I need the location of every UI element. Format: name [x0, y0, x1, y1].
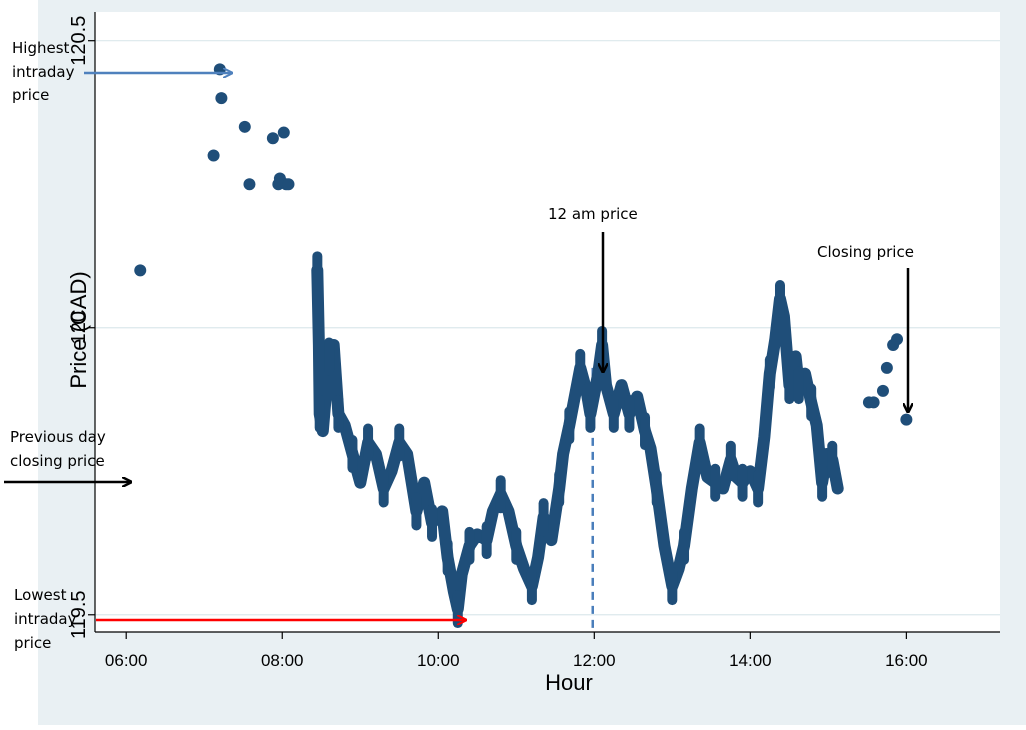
x-tick-label: 06:00	[105, 651, 148, 670]
annotation-text: Lowest	[14, 586, 67, 604]
annotation-text: Closing price	[817, 243, 914, 261]
annotation-text: 12 am price	[548, 205, 638, 223]
y-tick-label: 120.5	[68, 16, 90, 66]
annotation-text: Previous day	[10, 428, 106, 446]
data-point	[134, 264, 147, 277]
annotation-text: price	[14, 634, 51, 652]
x-tick-label: 12:00	[573, 651, 616, 670]
y-tick-label: 120	[68, 311, 90, 344]
annotation-text: price	[12, 86, 49, 104]
data-point	[891, 333, 904, 346]
data-point	[867, 396, 880, 409]
lowest-price-annotation: Lowest intraday price	[14, 586, 466, 652]
annotation-text: intraday	[14, 610, 77, 628]
data-point	[900, 413, 913, 426]
data-point	[880, 361, 893, 374]
y-axis-label: Price (CAD)	[66, 271, 91, 388]
previous-close-annotation: Previous day closing price	[4, 428, 131, 482]
data-point	[215, 92, 228, 105]
data-point	[266, 132, 279, 145]
x-tick-label: 14:00	[729, 651, 772, 670]
data-point	[243, 178, 256, 191]
price-points	[134, 63, 913, 426]
x-axis-label: Hour	[545, 670, 593, 695]
price-series	[311, 251, 844, 629]
x-tick-label: 16:00	[885, 651, 928, 670]
x-axis-ticks: 06:00 08:00 10:00 12:00 14:00 16:00	[105, 632, 928, 670]
y-tick-label: 119.5	[68, 590, 90, 639]
data-point	[272, 178, 285, 191]
data-point	[238, 120, 251, 133]
annotation-text: intraday	[12, 63, 75, 81]
annotation-text: closing price	[10, 452, 105, 470]
annotation-text: Highest	[12, 39, 70, 57]
data-point	[207, 149, 220, 162]
x-tick-label: 10:00	[417, 651, 460, 670]
x-tick-label: 08:00	[261, 651, 304, 670]
data-point	[876, 384, 889, 397]
highest-price-annotation: Highest intraday price	[12, 39, 232, 104]
closing-price-annotation: Closing price	[817, 243, 914, 412]
gridlines	[95, 40, 1000, 616]
data-point	[277, 126, 290, 139]
y-axis-ticks: 119.5 120 120.5	[68, 16, 95, 639]
noon-price-annotation: 12 am price	[548, 205, 638, 372]
data-point	[282, 178, 295, 191]
